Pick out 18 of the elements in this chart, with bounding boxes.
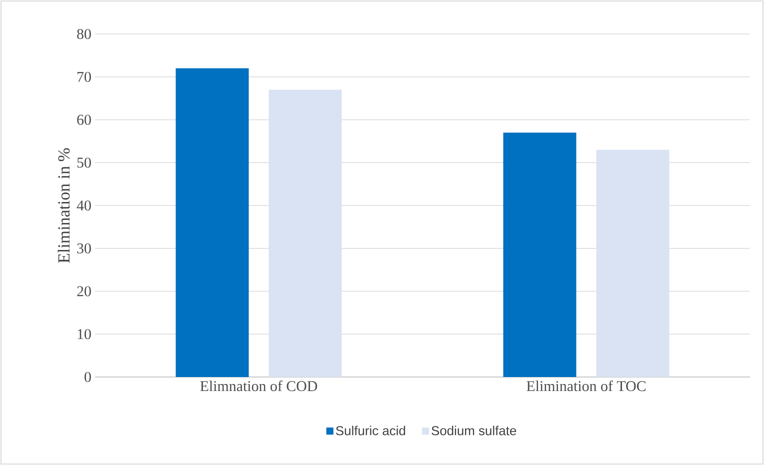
- bar: [596, 150, 670, 377]
- y-tick-label: 80: [77, 28, 91, 40]
- y-tick-label: 0: [84, 372, 91, 382]
- y-tick-label: 30: [77, 243, 91, 254]
- bar: [268, 90, 342, 377]
- bar: [503, 132, 576, 377]
- bar: [176, 68, 249, 377]
- y-tick-label: 50: [77, 158, 91, 168]
- y-tick-label: 40: [76, 200, 91, 211]
- y-axis-title: Elimination in %: [58, 148, 70, 263]
- y-tick-label: 10: [78, 329, 91, 340]
- y-tick-label: 70: [78, 72, 91, 82]
- x-tick-label: Elimination of TOC: [526, 380, 646, 392]
- y-tick-label: 20: [77, 286, 91, 296]
- legend-label: Sodium sulfate: [432, 426, 516, 436]
- x-tick-label: Elimnation of COD: [200, 380, 318, 392]
- y-tick-label: 60: [77, 114, 91, 125]
- legend-label: Sulfuric acid: [336, 426, 406, 436]
